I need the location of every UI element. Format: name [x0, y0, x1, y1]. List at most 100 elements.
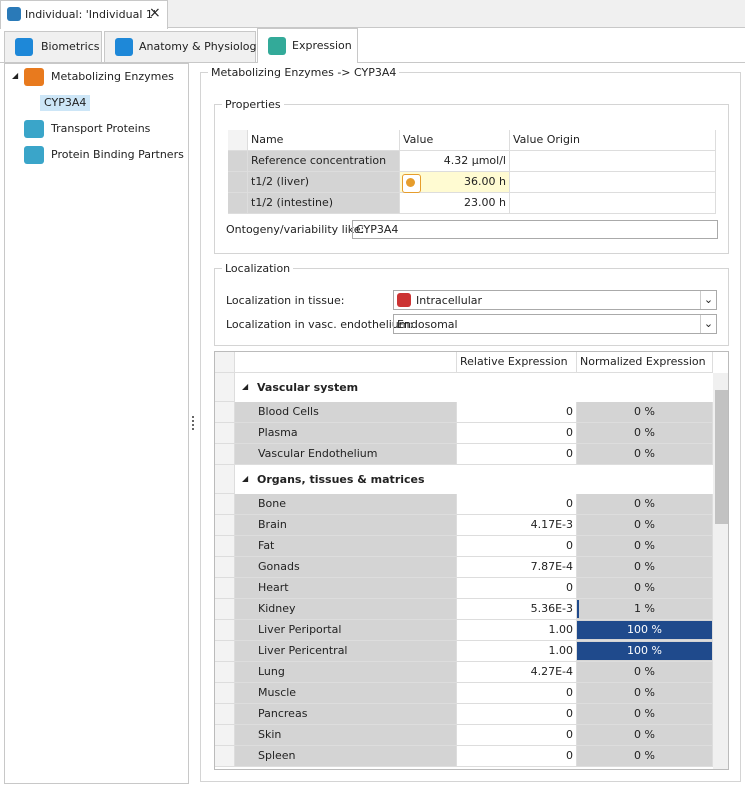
organ-name: Fat [235, 536, 457, 557]
property-value[interactable]: 4.32 µmol/l [400, 151, 510, 172]
property-value[interactable]: 36.00 h [400, 172, 510, 193]
tissue-combo[interactable]: Intracellular ⌄ [393, 290, 717, 310]
value-origin[interactable] [510, 193, 716, 214]
tab-line [0, 62, 745, 63]
localization-title: Localization [222, 262, 294, 275]
relative-expression[interactable]: 0 [457, 704, 577, 725]
normalized-cell: 100 % [577, 620, 713, 641]
endothelium-combo[interactable]: Endosomal ⌄ [393, 314, 717, 334]
normalized-label: 100 % [627, 623, 662, 636]
row-indicator [228, 151, 248, 172]
expand-arrow[interactable]: ◢ [12, 71, 19, 80]
normalized-cell: 0 % [577, 683, 713, 704]
normalized-cell: 0 % [577, 557, 713, 578]
row-indicator [228, 172, 248, 193]
relative-expression[interactable]: 0 [457, 725, 577, 746]
normalized-cell: 0 % [577, 746, 713, 767]
relative-expression[interactable]: 4.27E-4 [457, 662, 577, 683]
row-indicator [215, 746, 235, 767]
tree-icon [24, 68, 44, 86]
tree-item-selected[interactable]: CYP3A4 [40, 95, 91, 111]
normalized-label: 0 % [634, 749, 655, 762]
row-indicator [228, 193, 248, 214]
tree-item[interactable]: Protein Binding Partners [51, 148, 184, 161]
reset-icon[interactable] [402, 174, 421, 193]
column-header: Normalized Expression [577, 352, 713, 373]
relative-expression[interactable]: 0 [457, 578, 577, 599]
relative-expression[interactable]: 0 [457, 494, 577, 515]
tab[interactable]: Expression [257, 28, 358, 63]
ontogeny-input[interactable]: CYP3A4 [352, 220, 718, 239]
row-indicator [215, 662, 235, 683]
relative-expression[interactable]: 1.00 [457, 620, 577, 641]
endothelium-value: Endosomal [397, 318, 458, 331]
normalized-cell: 0 % [577, 423, 713, 444]
value-origin[interactable] [510, 172, 716, 193]
organ-name: Bone [235, 494, 457, 515]
endothelium-label: Localization in vasc. endothelium: [226, 318, 414, 331]
relative-expression[interactable]: 0 [457, 402, 577, 423]
tab[interactable]: Anatomy & Physiology [104, 31, 263, 62]
tab[interactable]: Biometrics [4, 31, 102, 62]
tissue-label: Localization in tissue: [226, 294, 345, 307]
relative-expression[interactable]: 7.87E-4 [457, 557, 577, 578]
group-title: Vascular system [257, 381, 359, 394]
relative-expression[interactable]: 1.00 [457, 641, 577, 662]
close-button[interactable]: × [149, 5, 161, 21]
tree-panel [4, 63, 189, 784]
group-arrow[interactable]: ◢ [242, 474, 249, 483]
row-indicator [228, 130, 248, 151]
column-header: Name [248, 130, 400, 151]
group-arrow[interactable]: ◢ [242, 382, 249, 391]
organ-name: Kidney [235, 599, 457, 620]
scrollbar-thumb[interactable] [715, 390, 728, 524]
tree-icon [24, 120, 44, 138]
relative-expression[interactable]: 0 [457, 746, 577, 767]
tab-label: Expression [292, 39, 352, 52]
row-indicator [215, 465, 235, 494]
value-origin[interactable] [510, 151, 716, 172]
row-indicator [215, 536, 235, 557]
normalized-cell: 100 % [577, 641, 713, 662]
tree-item[interactable]: Transport Proteins [51, 122, 151, 135]
organ-name: Liver Pericentral [235, 641, 457, 662]
relative-expression[interactable]: 0 [457, 683, 577, 704]
tree-icon [24, 146, 44, 164]
tab-icon [15, 38, 33, 56]
localization-group [214, 268, 729, 346]
property-name: t1/2 (liver) [248, 172, 400, 193]
organ-name: Blood Cells [235, 402, 457, 423]
tree-item[interactable]: Metabolizing Enzymes [51, 70, 174, 83]
property-value[interactable]: 23.00 h [400, 193, 510, 214]
normalized-label: 0 % [634, 447, 655, 460]
dropdown-arrow[interactable]: ⌄ [700, 315, 716, 333]
normalized-cell: 0 % [577, 662, 713, 683]
row-indicator [215, 515, 235, 536]
group-title: Organs, tissues & matrices [257, 473, 425, 486]
dropdown-arrow[interactable]: ⌄ [700, 291, 716, 309]
normalized-cell: 0 % [577, 494, 713, 515]
breadcrumb: Metabolizing Enzymes -> CYP3A4 [208, 66, 400, 79]
property-name: t1/2 (intestine) [248, 193, 400, 214]
document-tab[interactable]: Individual: 'Individual 1' × [0, 0, 168, 29]
normalized-label: 0 % [634, 728, 655, 741]
properties-group [214, 104, 729, 254]
organ-name: Lung [235, 662, 457, 683]
normalized-cell: 0 % [577, 704, 713, 725]
relative-expression[interactable]: 4.17E-3 [457, 515, 577, 536]
tissue-icon [397, 293, 411, 307]
normalized-cell: 0 % [577, 725, 713, 746]
properties-title: Properties [222, 98, 284, 111]
normalized-label: 0 % [634, 426, 655, 439]
organ-name: Brain [235, 515, 457, 536]
organ-name: Skin [235, 725, 457, 746]
row-indicator [215, 352, 235, 373]
relative-expression[interactable]: 0 [457, 444, 577, 465]
normalized-bar [577, 621, 712, 639]
splitter[interactable] [192, 416, 195, 430]
relative-expression[interactable]: 5.36E-3 [457, 599, 577, 620]
row-indicator [215, 444, 235, 465]
relative-expression[interactable]: 0 [457, 423, 577, 444]
row-indicator [215, 557, 235, 578]
relative-expression[interactable]: 0 [457, 536, 577, 557]
